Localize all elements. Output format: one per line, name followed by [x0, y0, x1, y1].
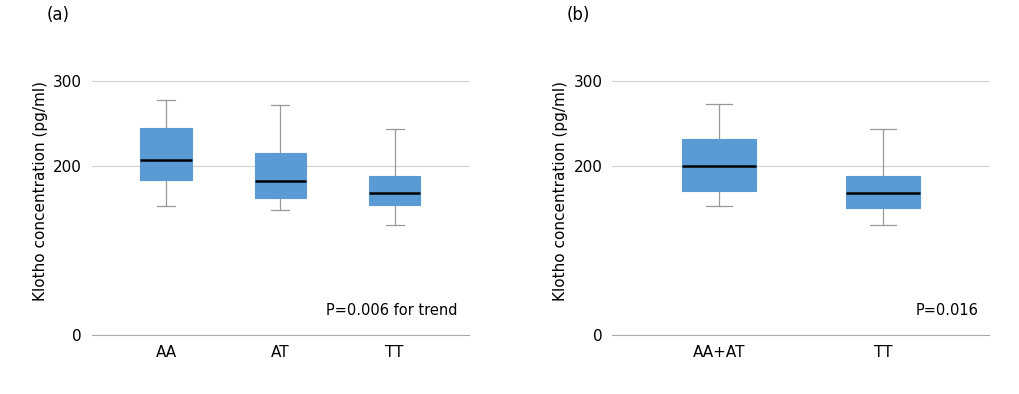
Bar [369, 176, 420, 206]
Y-axis label: Klotho concentration (pg/ml): Klotho concentration (pg/ml) [552, 81, 568, 301]
Text: (b): (b) [567, 6, 590, 24]
Bar [255, 153, 306, 198]
Bar [845, 176, 919, 208]
Y-axis label: Klotho concentration (pg/ml): Klotho concentration (pg/ml) [33, 81, 48, 301]
Bar [682, 139, 755, 191]
Bar [141, 128, 192, 180]
Text: (a): (a) [47, 6, 69, 24]
Text: P=0.006 for trend: P=0.006 for trend [326, 303, 458, 318]
Text: P=0.016: P=0.016 [914, 303, 977, 318]
